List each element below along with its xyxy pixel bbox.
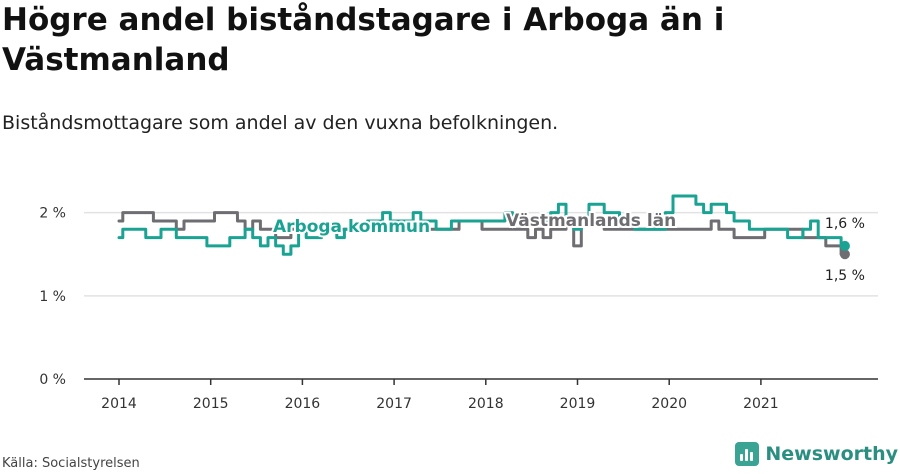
- series-end-point: [839, 249, 850, 260]
- newsworthy-icon: [735, 442, 760, 466]
- grid-layer: 0 % 1 % 2 % 2014 2015 2016 2017 2018 2019 2020 202…: [39, 206, 878, 412]
- y-tick-label: 0 %: [39, 372, 66, 388]
- series-line: [117, 211, 847, 256]
- x-tick-label: 2021: [743, 396, 779, 412]
- series-name-label: Västmanlands län: [506, 211, 676, 231]
- x-tick-label: 2019: [560, 396, 596, 412]
- brand-name: Newsworthy: [765, 443, 898, 465]
- y-tick-label: 1 %: [39, 289, 66, 305]
- series-end-point: [839, 240, 850, 251]
- x-tick-label: 2016: [285, 396, 321, 412]
- x-tick-label: 2018: [468, 396, 504, 412]
- x-tick-label: 2015: [193, 396, 229, 412]
- chart-subtitle: Biståndsmottagare som andel av den vuxna…: [2, 112, 559, 134]
- brand-logo[interactable]: Newsworthy: [735, 442, 898, 466]
- end-value-label: 1,5 %: [825, 268, 865, 284]
- end-value-label: 1,6 %: [825, 216, 865, 232]
- source-note: Källa: Socialstyrelsen: [2, 456, 140, 471]
- label-layer: Arboga kommun Västmanlands län 1,6 % 1,5 %: [271, 209, 865, 284]
- series-line: [117, 194, 847, 256]
- series-layer: [117, 194, 850, 260]
- chart-title: Högre andel biståndstagare i Arboga än i…: [2, 2, 725, 78]
- x-tick-label: 2020: [651, 396, 687, 412]
- x-tick-label: 2014: [101, 396, 137, 412]
- series-name-label: Arboga kommun: [273, 217, 430, 237]
- x-tick-label: 2017: [376, 396, 412, 412]
- y-tick-label: 2 %: [39, 206, 66, 222]
